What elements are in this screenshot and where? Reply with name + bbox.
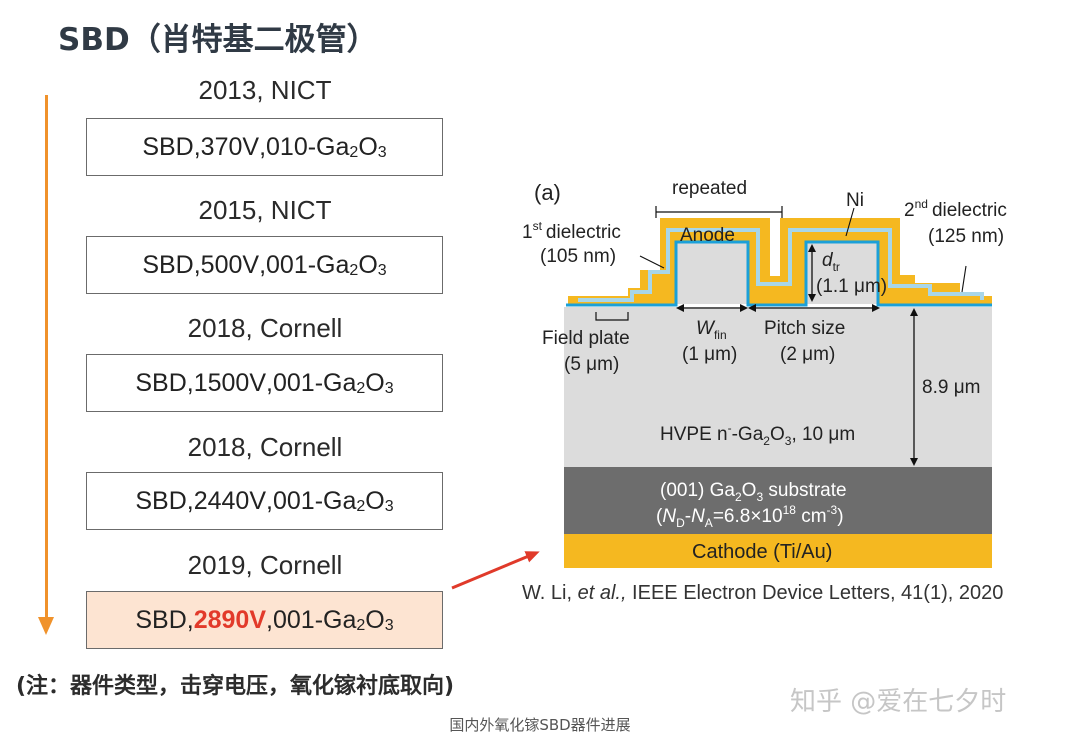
timeline-year: 2013, NICT xyxy=(198,75,332,105)
timeline-year: 2015, NICT xyxy=(198,195,332,225)
second-dielectric-thickness: (125 nm) xyxy=(928,226,1004,247)
ni-label: Ni xyxy=(846,190,864,211)
material-name: -Ga xyxy=(307,250,350,279)
first-dielectric-thickness: (105 nm) xyxy=(540,246,616,267)
reference-authors: W. Li, xyxy=(522,582,578,604)
device-type: SBD xyxy=(135,486,187,515)
image-caption: 国内外氧化镓SBD器件进展 xyxy=(449,716,631,734)
ni-leader xyxy=(845,207,855,237)
repeated-label: repeated xyxy=(672,178,747,199)
breakdown-voltage: 2440V xyxy=(193,486,267,515)
cathode-layer xyxy=(564,534,992,568)
timeline-arrow-head xyxy=(38,617,54,635)
device-type: SBD xyxy=(142,132,194,161)
second-dielectric-leader xyxy=(961,265,967,293)
legend-note: (注：器件类型，击穿电压，氧化镓衬底取向) xyxy=(16,674,455,699)
second-dielectric-label: 2nd dielectric xyxy=(904,197,1007,221)
material-name: -Ga xyxy=(314,605,357,634)
timeline-year: 2018, Cornell xyxy=(187,432,343,462)
timeline-year: 2018, Cornell xyxy=(187,313,343,343)
separator: , xyxy=(193,250,201,279)
timeline-year: 2019, Cornell xyxy=(187,550,343,580)
material-name: O xyxy=(358,250,378,279)
field-plate-bracket xyxy=(595,312,629,321)
material-name: -Ga xyxy=(307,132,350,161)
separator: , xyxy=(259,250,267,279)
fin-region-2 xyxy=(806,242,878,304)
separator: , xyxy=(186,368,194,397)
material-name: O xyxy=(358,132,378,161)
panel-label: (a) xyxy=(534,180,561,205)
subscript: 3 xyxy=(384,498,394,515)
subscript: 3 xyxy=(384,617,394,634)
subscript: 2 xyxy=(356,498,366,515)
separator: , xyxy=(193,132,201,161)
substrate-label: (001) Ga2O3 substrate xyxy=(660,480,847,504)
material-name: -Ga xyxy=(314,486,357,515)
separator: , xyxy=(266,486,273,515)
material-name: O xyxy=(365,368,385,397)
dtr-value: (1.1 μm) xyxy=(816,276,887,297)
subscript: 2 xyxy=(356,380,366,397)
substrate-orientation: 001 xyxy=(272,486,315,515)
subscript: 2 xyxy=(356,617,366,634)
pointer-arrow xyxy=(451,551,540,590)
anode-label: Anode xyxy=(680,225,735,246)
reference-etal: et al., xyxy=(577,582,627,604)
device-box: SBD, 500V, 001 -Ga 2 O 3 xyxy=(86,236,443,294)
material-name: O xyxy=(365,486,385,515)
page-title: SBD（肖特基二极管） xyxy=(58,22,378,58)
doping-label: (ND-NA=6.8×1018 cm-3) xyxy=(656,503,844,530)
epi-thickness-label: 8.9 μm xyxy=(922,377,980,398)
timeline-arrow-line xyxy=(45,95,48,620)
substrate-orientation: 001 xyxy=(266,250,308,279)
dtr-label: dtr xyxy=(822,250,840,274)
device-type: SBD xyxy=(142,250,194,279)
reference-journal: IEEE Electron Device Letters, 41(1), 202… xyxy=(626,582,1004,604)
breakdown-voltage: 500V xyxy=(200,250,260,279)
separator: , xyxy=(266,368,273,397)
dielectric-layer xyxy=(578,228,984,302)
device-type: SBD xyxy=(135,368,187,397)
figure-reference: W. Li, et al., IEEE Electron Device Lett… xyxy=(522,582,1003,605)
separator: , xyxy=(259,132,267,161)
substrate-orientation: 010 xyxy=(266,132,308,161)
fin-region xyxy=(676,242,748,304)
watermark: 知乎 @爱在七夕时 xyxy=(790,687,1007,717)
first-dielectric-leader xyxy=(639,255,665,269)
material-name: -Ga xyxy=(314,368,357,397)
wfin-value: (1 μm) xyxy=(682,344,737,365)
device-box-highlighted: SBD, 2890V, 001 -Ga 2 O 3 xyxy=(86,591,443,649)
material-name: O xyxy=(365,605,385,634)
substrate-orientation: 001 xyxy=(272,605,315,634)
subscript: 3 xyxy=(384,380,394,397)
first-dielectric-label: 1st dielectric xyxy=(522,219,621,243)
separator: , xyxy=(266,605,273,634)
device-box: SBD, 1500V, 001 -Ga 2 O 3 xyxy=(86,354,443,412)
anode-metal xyxy=(568,218,992,304)
drift-layer-label: HVPE n--Ga2O3, 10 μm xyxy=(660,421,855,448)
cathode-label: Cathode (Ti/Au) xyxy=(692,541,832,563)
wfin-label: Wfin xyxy=(696,318,727,342)
device-type: SBD xyxy=(135,605,187,634)
separator: , xyxy=(186,605,194,634)
substrate-orientation: 001 xyxy=(272,368,315,397)
breakdown-voltage: 370V xyxy=(200,132,260,161)
subscript: 3 xyxy=(377,144,387,161)
drift-layer xyxy=(564,307,992,467)
pitch-value: (2 μm) xyxy=(780,344,835,365)
substrate-layer xyxy=(564,467,992,534)
subscript: 3 xyxy=(377,262,387,279)
separator: , xyxy=(186,486,194,515)
pitch-label: Pitch size xyxy=(764,318,845,339)
subscript: 2 xyxy=(349,262,359,279)
breakdown-voltage: 2890V xyxy=(193,605,267,634)
field-plate-label: Field plate xyxy=(542,328,630,349)
breakdown-voltage: 1500V xyxy=(193,368,267,397)
subscript: 2 xyxy=(349,144,359,161)
device-box: SBD, 370V, 010 -Ga 2 O 3 xyxy=(86,118,443,176)
device-box: SBD, 2440V, 001 -Ga 2 O 3 xyxy=(86,472,443,530)
field-plate-value: (5 μm) xyxy=(564,354,619,375)
